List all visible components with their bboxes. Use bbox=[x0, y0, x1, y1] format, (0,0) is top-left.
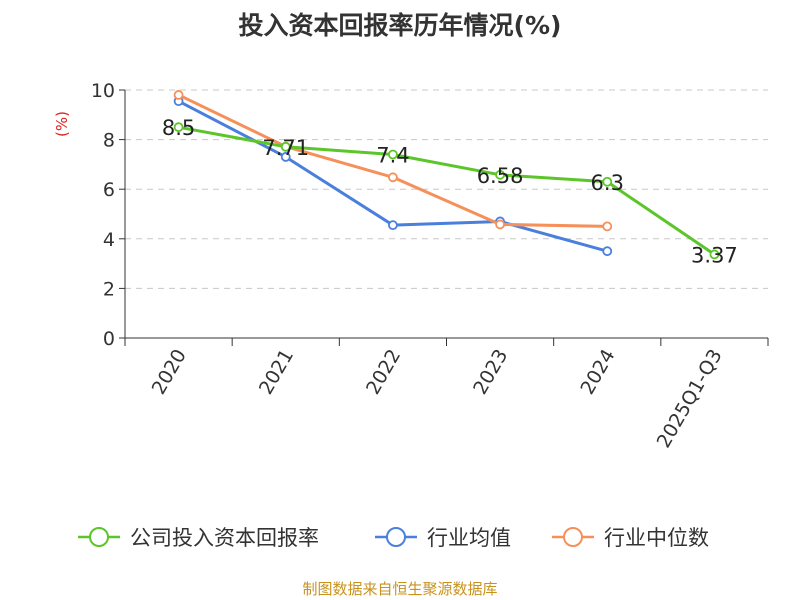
axes: 0 2 4 6 8 10 (%) 2020 2021 2022 2023 2024 2025Q1-Q3 bbox=[53, 80, 769, 452]
data-point bbox=[495, 169, 505, 180]
legend-marker bbox=[386, 527, 406, 547]
data-point bbox=[602, 176, 613, 187]
data-point bbox=[173, 90, 184, 100]
data-point bbox=[280, 152, 291, 162]
y-tick-label: 10 bbox=[91, 80, 115, 102]
y-tick-label: 4 bbox=[103, 229, 115, 251]
data-point bbox=[173, 122, 184, 133]
y-tick-label: 2 bbox=[103, 278, 115, 300]
legend: 公司投入资本回报率 行业均值 行业中位数 bbox=[78, 526, 709, 550]
data-point bbox=[495, 219, 505, 230]
data-labels: 8.5 7.71 7.4 6.58 6.3 3.37 bbox=[162, 116, 738, 267]
data-label: 8.5 bbox=[162, 116, 195, 140]
data-label: 7.71 bbox=[262, 136, 309, 160]
legend-marker bbox=[563, 527, 583, 547]
x-tick-label: 2024 bbox=[576, 346, 619, 399]
x-tick-label: 2025Q1-Q3 bbox=[653, 346, 727, 452]
data-label: 6.58 bbox=[477, 164, 524, 188]
data-point bbox=[709, 249, 720, 260]
data-point bbox=[602, 221, 613, 232]
data-label: 7.4 bbox=[376, 143, 409, 167]
data-point bbox=[280, 141, 291, 152]
x-tick-label: 2021 bbox=[255, 346, 298, 399]
chart-title: 投入资本回报率历年情况(%) bbox=[238, 11, 562, 40]
y-tick-label: 8 bbox=[103, 130, 115, 152]
y-tick-label: 0 bbox=[103, 328, 115, 350]
legend-marker bbox=[89, 527, 109, 547]
source-note: 制图数据来自恒生聚源数据库 bbox=[302, 580, 498, 598]
data-label: 6.3 bbox=[591, 171, 624, 195]
data-point bbox=[388, 220, 398, 231]
x-tick-label: 2022 bbox=[362, 346, 405, 399]
x-tick-label: 2023 bbox=[469, 346, 512, 399]
data-point bbox=[388, 149, 398, 160]
legend-label: 行业均值 bbox=[427, 526, 511, 550]
legend-label: 行业中位数 bbox=[604, 526, 709, 550]
data-point bbox=[602, 246, 613, 257]
series-lines bbox=[173, 90, 720, 260]
gridlines bbox=[125, 89, 768, 289]
series-line bbox=[178, 125, 716, 256]
x-tick-label: 2020 bbox=[148, 346, 191, 399]
data-label: 3.37 bbox=[691, 243, 738, 267]
legend-label: 公司投入资本回报率 bbox=[130, 526, 319, 550]
data-point bbox=[388, 172, 398, 183]
y-tick-label: 6 bbox=[103, 179, 115, 201]
y-axis-label: (%) bbox=[53, 111, 71, 137]
